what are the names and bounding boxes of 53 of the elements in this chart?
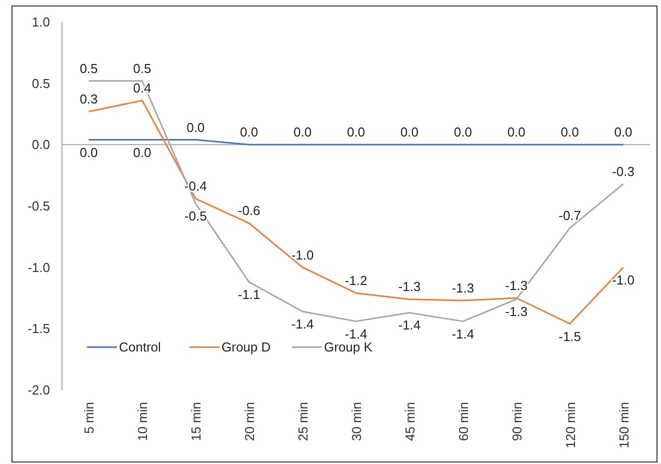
data-label: -1.1: [238, 287, 260, 302]
x-tick-label: 120 min: [562, 402, 578, 448]
data-label: -0.7: [558, 208, 582, 224]
x-tick-label: 5 min: [82, 402, 97, 434]
data-label: -1.0: [612, 272, 634, 288]
y-tick-label: 1.0: [32, 14, 50, 30]
data-label: -1.5: [558, 328, 582, 344]
data-label: 0.0: [507, 124, 526, 140]
data-label: 0.0: [240, 124, 258, 140]
x-tick-label: 150 min: [616, 402, 632, 448]
data-label: 0.5: [133, 60, 152, 76]
data-label: 0.0: [186, 120, 205, 135]
data-label: -1.4: [344, 326, 368, 342]
y-tick-label: -0.5: [28, 198, 50, 214]
data-label: -1.3: [505, 278, 528, 293]
legend-label: Group K: [324, 340, 373, 355]
data-label: -1.3: [452, 280, 474, 296]
data-label: -1.3: [505, 304, 528, 320]
y-tick-label: 0.5: [32, 76, 50, 91]
data-label: -1.2: [344, 273, 368, 288]
y-tick-label: -1.5: [28, 321, 50, 336]
data-label: 0.4: [133, 80, 152, 96]
data-label: 0.0: [400, 124, 418, 140]
x-tick-label: 90 min: [509, 402, 524, 442]
data-label: 0.5: [80, 60, 98, 76]
data-label: 0.0: [294, 124, 312, 140]
data-label: 0.0: [80, 144, 98, 160]
data-label: 0.0: [346, 124, 366, 140]
data-label: -1.4: [398, 318, 421, 333]
data-label: 0.0: [133, 144, 152, 160]
y-tick-label: 0.0: [32, 137, 50, 152]
data-label: 0.3: [80, 92, 98, 107]
data-label: -1.4: [452, 326, 474, 342]
x-tick-label: 15 min: [188, 402, 204, 442]
data-label: -0.5: [184, 208, 207, 224]
x-tick-label: 45 min: [402, 402, 418, 442]
y-tick-label: -2.0: [28, 382, 50, 398]
data-label: 0.0: [454, 124, 472, 140]
x-tick-label: 25 min: [296, 402, 311, 442]
data-label: -1.0: [291, 247, 314, 262]
data-label: 0.0: [614, 124, 632, 140]
x-tick-label: 20 min: [242, 402, 258, 442]
legend-label: Group D: [222, 340, 271, 355]
x-tick-label: 60 min: [456, 402, 471, 442]
legend-label: Control: [119, 340, 162, 355]
data-label: 0.0: [560, 124, 579, 140]
x-tick-label: 30 min: [349, 402, 364, 442]
data-label: -1.3: [398, 279, 421, 294]
data-label: -0.6: [238, 203, 260, 218]
y-tick-label: -1.0: [28, 260, 50, 275]
x-tick-label: 10 min: [135, 402, 150, 442]
data-label: -1.4: [291, 316, 314, 332]
data-label: -0.3: [612, 164, 634, 179]
